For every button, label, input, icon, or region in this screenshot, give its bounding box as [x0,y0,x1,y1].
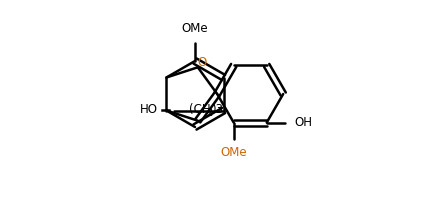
Text: HO: HO [139,103,157,116]
Text: )3: )3 [210,103,222,116]
Text: OMe: OMe [181,22,208,35]
Text: OMe: OMe [220,146,247,159]
Text: 2: 2 [206,107,212,117]
Text: (CH: (CH [188,103,210,116]
Text: O: O [197,56,206,69]
Text: OH: OH [294,116,312,129]
